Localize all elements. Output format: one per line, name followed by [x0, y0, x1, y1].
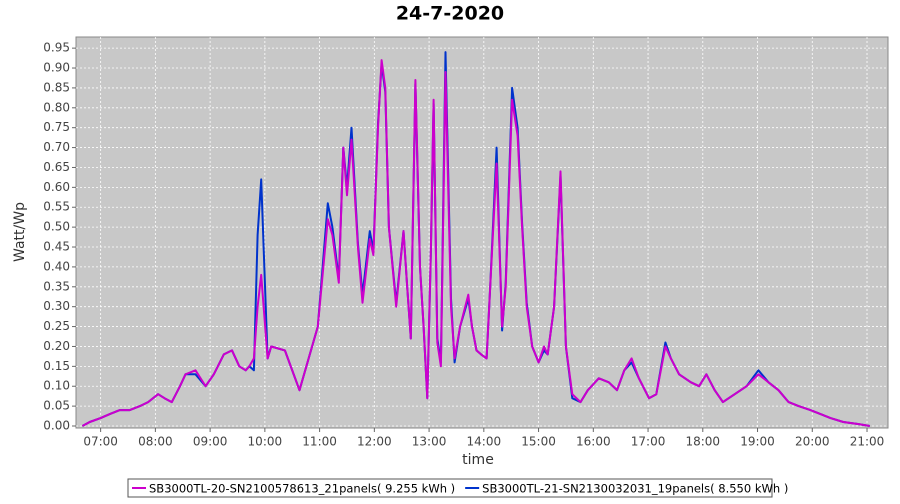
x-tick-label: 13:00 [412, 435, 447, 449]
plot-area [75, 36, 889, 429]
x-tick-label: 09:00 [193, 435, 228, 449]
x-tick-label: 18:00 [685, 435, 720, 449]
y-tick-label: 0.80 [43, 100, 70, 114]
y-tick-label: 0.95 [43, 41, 70, 55]
y-tick-label: 0.40 [43, 259, 70, 273]
x-tick-label: 19:00 [740, 435, 775, 449]
x-tick-label: 15:00 [521, 435, 556, 449]
y-tick-label: 0.90 [43, 61, 70, 75]
y-tick-label: 0.85 [43, 80, 70, 94]
y-tick-label: 0.10 [43, 379, 70, 393]
legend-label: SB3000TL-20-SN2100578613_21panels( 9.255… [149, 482, 455, 496]
x-tick-label: 12:00 [357, 435, 392, 449]
y-tick-label: 0.05 [43, 399, 70, 413]
x-axis-label: time [462, 452, 494, 468]
x-tick-label: 14:00 [467, 435, 502, 449]
y-tick-label: 0.55 [43, 200, 70, 214]
legend [127, 478, 773, 498]
x-tick-label: 08:00 [138, 435, 173, 449]
y-tick-label: 0.65 [43, 160, 70, 174]
x-tick-label: 20:00 [795, 435, 830, 449]
y-tick-label: 0.35 [43, 279, 70, 293]
y-tick-label: 0.70 [43, 140, 70, 154]
y-tick-label: 0.00 [43, 419, 70, 433]
y-tick-label: 0.15 [43, 359, 70, 373]
y-tick-label: 0.30 [43, 299, 70, 313]
legend-label: SB3000TL-21-SN2130032031_19panels( 8.550… [482, 482, 788, 496]
series-line [81, 59, 870, 427]
x-tick-label: 17:00 [631, 435, 666, 449]
y-tick-label: 0.20 [43, 339, 70, 353]
x-tick-label: 07:00 [83, 435, 118, 449]
x-tick-label: 21:00 [850, 435, 885, 449]
y-tick-label: 0.50 [43, 220, 70, 234]
y-axis-label: Watt/Wp [12, 202, 28, 262]
y-tick-label: 0.25 [43, 319, 70, 333]
x-tick-label: 10:00 [248, 435, 283, 449]
x-tick-label: 11:00 [302, 435, 337, 449]
y-tick-label: 0.75 [43, 120, 70, 134]
y-tick-label: 0.60 [43, 180, 70, 194]
x-tick-label: 16:00 [576, 435, 611, 449]
y-tick-label: 0.45 [43, 240, 70, 254]
chart-title: 24-7-2020 [396, 3, 504, 25]
